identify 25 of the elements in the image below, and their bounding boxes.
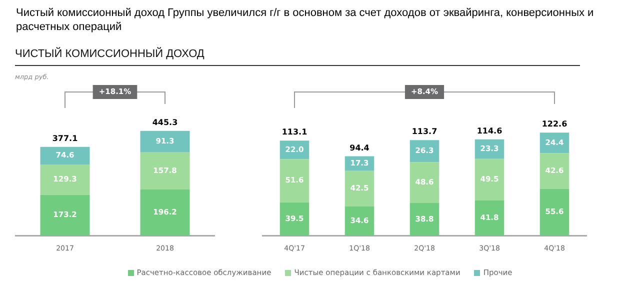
bar	[474, 200, 504, 236]
bar	[540, 153, 570, 189]
total-label: 94.4	[350, 143, 370, 152]
chart-subtitle: ЧИСТЫЙ КОМИССИОННЫЙ ДОХОД	[15, 48, 580, 66]
bar	[40, 146, 90, 164]
total-label: 377.1	[52, 134, 78, 143]
bar	[474, 158, 504, 200]
total-label: 122.6	[542, 120, 568, 129]
total-label: 113.1	[282, 128, 308, 137]
bar	[410, 162, 440, 204]
total-label: 445.3	[152, 118, 178, 127]
text: Чистый комиссионный доход Группы увеличился г/г в основном за счет доходов от эквайринга, конверсионных и расчетных операций	[16, 6, 595, 34]
bar	[140, 189, 190, 236]
bar	[140, 152, 190, 190]
bar	[344, 206, 374, 236]
total-label: 113.7	[412, 127, 438, 136]
bar	[280, 159, 310, 202]
bar	[410, 203, 440, 236]
total-label: 114.6	[476, 126, 503, 136]
bar	[344, 170, 374, 207]
bar	[280, 202, 310, 236]
bar	[40, 194, 90, 236]
bar	[140, 130, 190, 152]
bar	[540, 188, 570, 236]
bar	[40, 164, 90, 195]
